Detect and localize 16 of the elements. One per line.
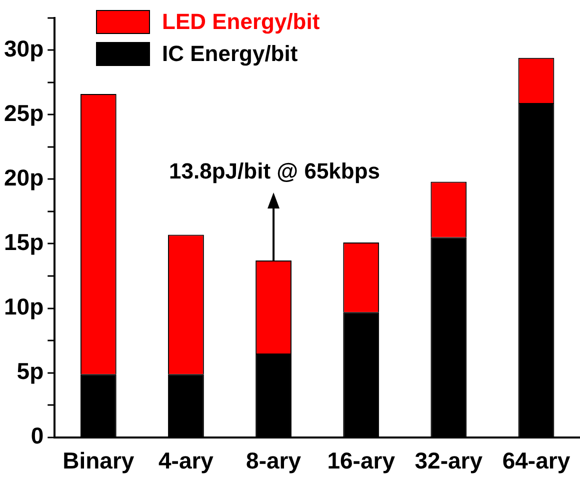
x-tick-label: 32-ary — [414, 448, 483, 474]
x-tick-label: 8-ary — [246, 448, 302, 474]
x-tick-label: 64-ary — [502, 448, 570, 474]
y-tick-label: 20p — [4, 164, 44, 191]
x-tick-label: 16-ary — [327, 448, 396, 474]
legend-label: LED Energy/bit — [162, 8, 320, 36]
legend-label: IC Energy/bit — [162, 40, 298, 68]
y-tick-label: 10p — [4, 294, 44, 320]
y-tick-label: 30p — [4, 35, 44, 62]
y-tick-label: 0 — [30, 422, 44, 449]
y-tick-label: 25p — [4, 100, 44, 126]
y-tick-label: 5p — [16, 358, 44, 384]
x-tick-label: 4-ary — [158, 448, 214, 474]
x-tick-label: Binary — [62, 448, 134, 474]
annotation: 13.8pJ/bit @ 65kbps — [169, 158, 380, 184]
y-tick-label: 15p — [4, 229, 44, 256]
